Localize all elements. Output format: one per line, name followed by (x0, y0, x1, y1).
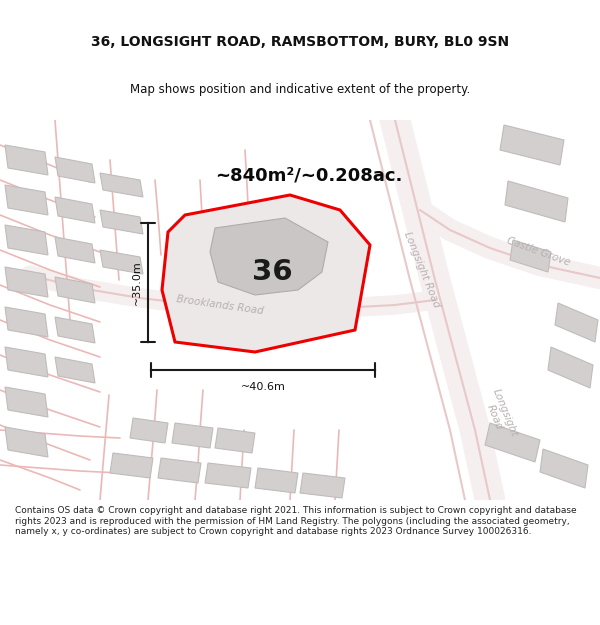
Polygon shape (55, 357, 95, 383)
Text: Castle Grove: Castle Grove (505, 236, 571, 268)
Polygon shape (162, 195, 370, 352)
Polygon shape (130, 418, 168, 443)
Polygon shape (100, 250, 143, 274)
Polygon shape (205, 463, 251, 488)
Text: ~35.0m: ~35.0m (132, 260, 142, 305)
Polygon shape (158, 458, 201, 483)
Polygon shape (255, 468, 298, 493)
Polygon shape (100, 210, 143, 234)
Polygon shape (172, 423, 213, 448)
Polygon shape (540, 449, 588, 488)
Polygon shape (5, 427, 48, 457)
Polygon shape (5, 307, 48, 337)
Polygon shape (110, 453, 153, 478)
Polygon shape (5, 145, 48, 175)
Text: 36: 36 (251, 258, 292, 286)
Polygon shape (5, 347, 48, 377)
Text: 36, LONGSIGHT ROAD, RAMSBOTTOM, BURY, BL0 9SN: 36, LONGSIGHT ROAD, RAMSBOTTOM, BURY, BL… (91, 35, 509, 49)
Polygon shape (55, 237, 95, 263)
Polygon shape (55, 277, 95, 303)
Polygon shape (5, 387, 48, 417)
Polygon shape (300, 473, 345, 498)
Polygon shape (505, 181, 568, 222)
Polygon shape (5, 267, 48, 297)
Polygon shape (210, 218, 328, 295)
Text: Map shows position and indicative extent of the property.: Map shows position and indicative extent… (130, 83, 470, 96)
Polygon shape (215, 428, 255, 453)
Polygon shape (510, 240, 551, 272)
Polygon shape (555, 303, 598, 342)
Polygon shape (548, 347, 593, 388)
Polygon shape (55, 197, 95, 223)
Polygon shape (5, 185, 48, 215)
Text: Longsight Road: Longsight Road (402, 231, 442, 309)
Text: Longsight
Road: Longsight Road (481, 388, 520, 442)
Text: Brooklands Road: Brooklands Road (176, 294, 264, 316)
Polygon shape (55, 157, 95, 183)
Polygon shape (5, 225, 48, 255)
Polygon shape (500, 125, 564, 165)
Text: ~40.6m: ~40.6m (241, 382, 286, 392)
Polygon shape (485, 423, 540, 462)
Text: Contains OS data © Crown copyright and database right 2021. This information is : Contains OS data © Crown copyright and d… (15, 506, 577, 536)
Text: ~840m²/~0.208ac.: ~840m²/~0.208ac. (215, 166, 403, 184)
Polygon shape (55, 317, 95, 343)
Polygon shape (100, 173, 143, 197)
